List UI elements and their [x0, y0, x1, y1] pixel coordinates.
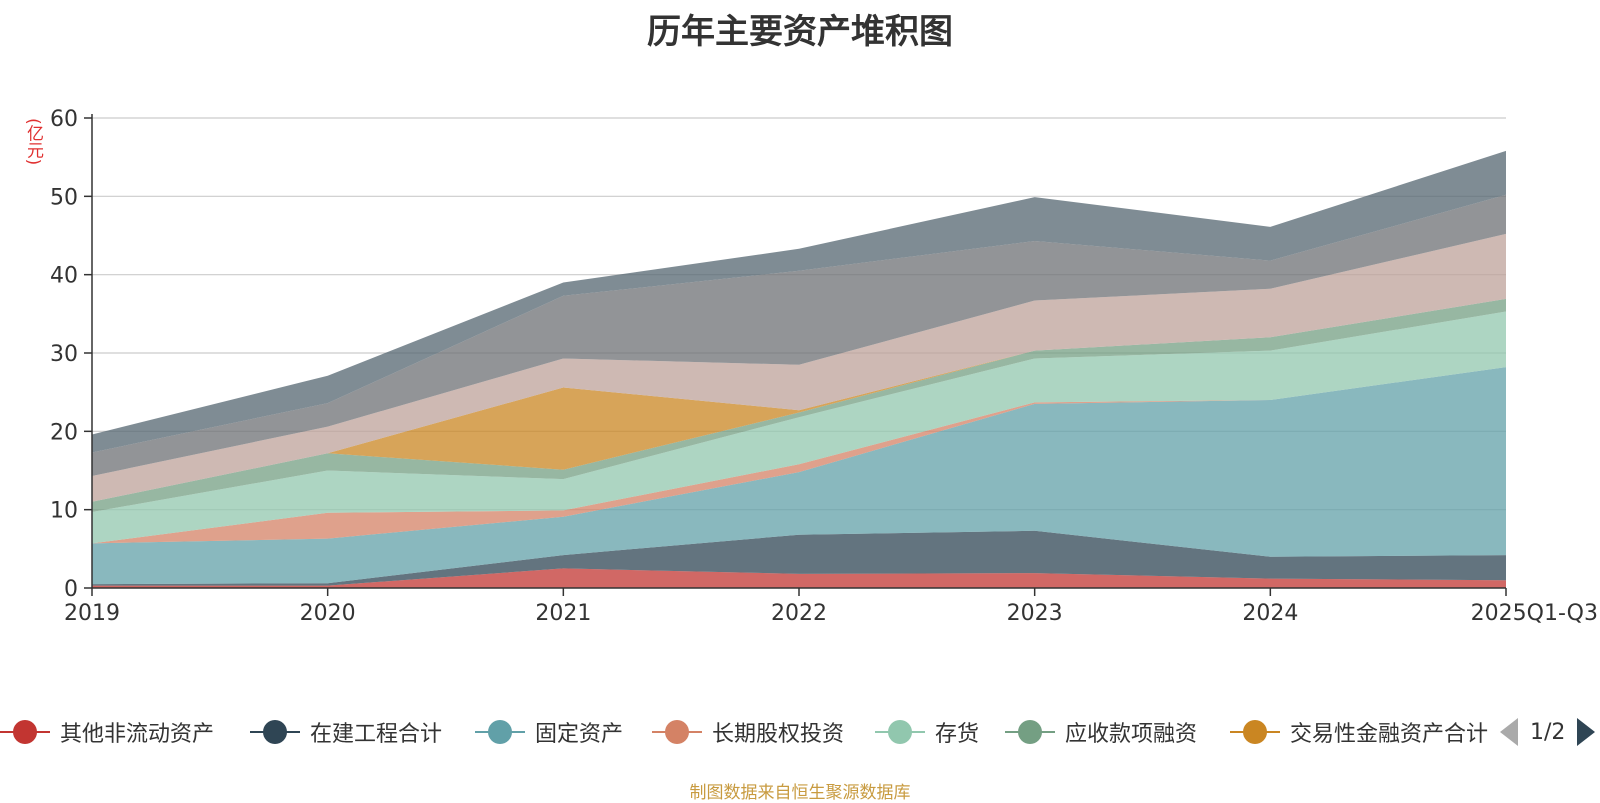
legend-swatch-2	[475, 719, 525, 745]
x-tick-labels: 2019 2020 2021 2022 2023 2024 2025Q1-Q3	[64, 601, 1598, 626]
legend-item-6[interactable]: 交易性金融资产合计	[1230, 712, 1488, 752]
legend-swatch-0	[0, 719, 50, 745]
legend-label-0: 其他非流动资产	[60, 722, 215, 747]
area-series-5	[92, 298, 1506, 512]
area-series	[92, 150, 1506, 588]
chart-title: 历年主要资产堆积图	[647, 12, 953, 52]
legend-label-2: 固定资产	[535, 722, 624, 747]
y-tick-label-30: 30	[50, 342, 78, 367]
legend-item-2[interactable]: 固定资产	[475, 712, 623, 752]
area-series-0	[92, 568, 1506, 588]
area-series-8	[92, 194, 1506, 477]
x-tick-label-6: 2025Q1-Q3	[1471, 601, 1598, 626]
legend-label-4: 存货	[935, 722, 980, 747]
y-tick-label-60: 60	[50, 107, 78, 132]
legend-swatch-1	[250, 719, 300, 745]
legend-swatch-5	[1005, 719, 1055, 745]
legend-label-1: 在建工程合计	[310, 722, 443, 747]
area-series-9	[92, 150, 1506, 453]
legend-label-6: 交易性金融资产合计	[1290, 722, 1489, 747]
legend-swatch-4	[875, 719, 925, 745]
legend-item-0[interactable]: 其他非流动资产	[0, 712, 214, 752]
x-tick-label-3: 2022	[771, 601, 827, 626]
y-tick-label-40: 40	[50, 264, 78, 289]
area-series-3	[92, 367, 1506, 544]
x-tick-label-1: 2020	[300, 601, 356, 626]
legend-swatch-6	[1230, 719, 1280, 745]
data-source-footer: 制图数据来自恒生聚源数据库	[689, 783, 911, 803]
area-series-2	[92, 367, 1506, 585]
legend-swatch-3	[652, 719, 702, 745]
area-series-4	[92, 311, 1506, 544]
legend-next-page-icon[interactable]	[1577, 718, 1596, 746]
legend-item-3[interactable]: 长期股权投资	[652, 712, 844, 752]
x-tick-label-5: 2024	[1242, 601, 1298, 626]
y-tick-label-50: 50	[50, 185, 78, 210]
legend-page-indicator: 1/2	[1530, 719, 1566, 745]
axes	[84, 114, 1507, 596]
legend: 其他非流动资产 在建工程合计 固定资产 长期股权投资 存货 应收款项融资 交易性…	[0, 712, 1600, 752]
legend-item-4[interactable]: 存货	[875, 712, 979, 752]
y-tick-label-20: 20	[50, 420, 78, 445]
area-series-7	[92, 233, 1506, 502]
y-axis-unit-label: (亿元)	[23, 118, 43, 166]
legend-item-5[interactable]: 应收款项融资	[1005, 712, 1197, 752]
x-tick-label-4: 2023	[1007, 601, 1063, 626]
legend-label-5: 应收款项融资	[1065, 722, 1198, 747]
y-tick-label-0: 0	[64, 577, 78, 602]
x-tick-label-2: 2021	[535, 601, 591, 626]
area-series-6	[92, 298, 1506, 502]
y-tick-labels: 0 10 20 30 40 50 60	[50, 107, 78, 602]
legend-pager: 1/2	[1500, 712, 1596, 752]
area-series-1	[92, 530, 1506, 586]
x-tick-label-0: 2019	[64, 601, 120, 626]
legend-prev-page-icon[interactable]	[1500, 718, 1518, 746]
legend-item-1[interactable]: 在建工程合计	[250, 712, 442, 752]
legend-label-3: 长期股权投资	[712, 722, 845, 747]
y-tick-label-10: 10	[50, 499, 78, 524]
